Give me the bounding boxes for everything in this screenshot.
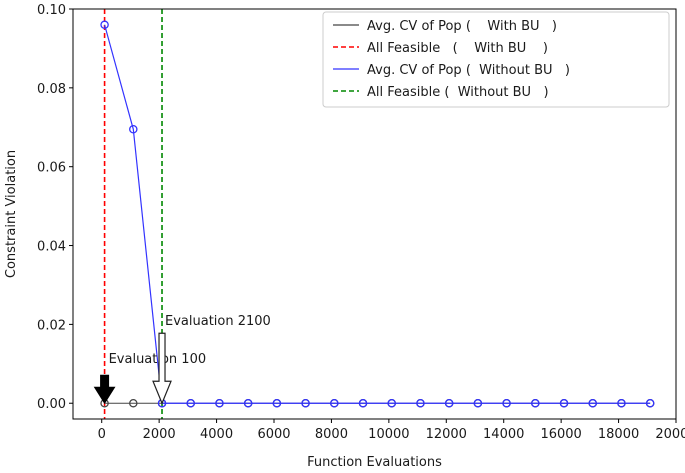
y-tick-label-5: 0.10 bbox=[37, 3, 66, 18]
x-axis-label: Function Evaluations bbox=[307, 455, 442, 469]
annotation-text-1: Evaluation 2100 bbox=[165, 314, 271, 329]
series-1-point-10 bbox=[387, 398, 396, 408]
axes-layer: 0 2000 4000 6000 8000 10000 12000 14000 16000 180… bbox=[37, 3, 685, 442]
plot-markers-layer bbox=[100, 20, 655, 408]
x-tick-label-3: 6000 bbox=[257, 427, 290, 442]
series-1-point-4 bbox=[215, 398, 224, 408]
plot-frame bbox=[72, 8, 677, 420]
series-1-point-9 bbox=[358, 398, 368, 408]
series-1-point-1 bbox=[129, 124, 138, 134]
annotation-text-0: Evaluation 100 bbox=[109, 352, 207, 367]
plot-lines-layer bbox=[103, 9, 651, 419]
series-1-point-15 bbox=[531, 398, 540, 408]
series-1-point-7 bbox=[301, 398, 310, 408]
legend: Avg. CV of Pop ( With BU ) All Feasible (… bbox=[322, 11, 670, 108]
y-tick-label-4: 0.08 bbox=[37, 82, 66, 97]
legend-box bbox=[322, 11, 670, 108]
series-1-point-0 bbox=[100, 20, 109, 30]
annotations-layer: Evaluation 100 Evaluation 2100 bbox=[93, 314, 271, 405]
series-1-point-14 bbox=[502, 398, 511, 408]
y-tick-label-1: 0.02 bbox=[37, 318, 66, 333]
x-tick-label-5: 10000 bbox=[368, 427, 409, 442]
x-tick-label-7: 14000 bbox=[483, 427, 524, 442]
annotation-arrow-0 bbox=[93, 374, 116, 405]
series-1-point-13 bbox=[473, 398, 483, 408]
series-1-point-19 bbox=[645, 398, 655, 408]
series-1-point-5 bbox=[243, 398, 253, 408]
x-tick-label-1: 2000 bbox=[143, 427, 176, 442]
series-0-point-1 bbox=[129, 398, 138, 408]
legend-label-2: Avg. CV of Pop ( Without BU ) bbox=[367, 63, 570, 78]
annotation-arrow-1 bbox=[152, 332, 172, 405]
series-1-point-8 bbox=[330, 398, 339, 408]
series-1-point-12 bbox=[444, 398, 454, 408]
series-1-point-11 bbox=[416, 398, 425, 408]
series-line-1 bbox=[104, 24, 651, 404]
legend-label-1: All Feasible ( With BU ) bbox=[367, 41, 548, 56]
x-tick-label-6: 12000 bbox=[426, 427, 467, 442]
series-1-point-18 bbox=[617, 398, 626, 408]
y-tick-label-3: 0.06 bbox=[37, 161, 66, 176]
x-tick-label-2: 4000 bbox=[200, 427, 233, 442]
series-1-point-3 bbox=[186, 398, 195, 408]
legend-label-0: Avg. CV of Pop ( With BU ) bbox=[367, 19, 557, 34]
series-1-point-17 bbox=[588, 398, 597, 408]
series-1-point-6 bbox=[272, 398, 282, 408]
y-tick-label-0: 0.00 bbox=[37, 397, 66, 412]
x-tick-label-0: 0 bbox=[98, 427, 106, 442]
y-tick-label-2: 0.04 bbox=[37, 240, 66, 255]
x-tick-label-8: 16000 bbox=[540, 427, 581, 442]
y-axis-label: Constraint Violation bbox=[4, 150, 19, 278]
x-tick-label-9: 18000 bbox=[598, 427, 639, 442]
x-tick-label-4: 8000 bbox=[315, 427, 348, 442]
series-1-point-16 bbox=[559, 398, 569, 408]
legend-label-3: All Feasible ( Without BU ) bbox=[367, 85, 549, 100]
